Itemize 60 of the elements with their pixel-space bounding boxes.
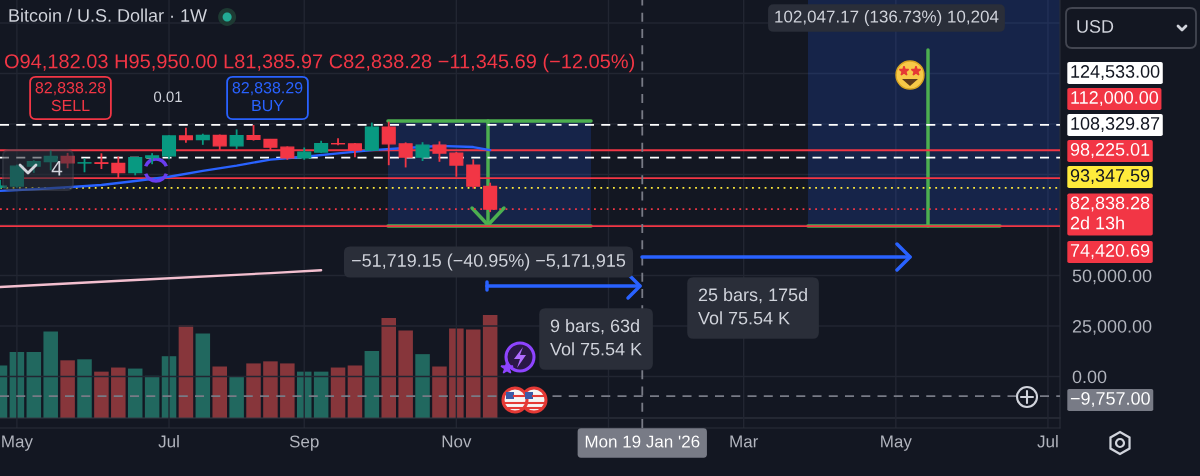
bar	[94, 371, 109, 418]
bar	[111, 367, 126, 418]
bar	[415, 354, 430, 418]
ref-line-label: 98,225.01	[1070, 143, 1150, 158]
y-tick-label: 25,000.00	[1072, 319, 1152, 335]
bar	[482, 315, 498, 418]
bar	[280, 363, 295, 418]
annotation: 82,838.28 SELL	[35, 82, 106, 112]
x-tick-label: Nov	[442, 435, 472, 448]
annotation: 25 bars, 175d Vol 75.54 K	[698, 287, 807, 325]
bar	[212, 366, 227, 418]
bar	[347, 365, 363, 418]
ref-line-label: 108,329.87	[1071, 117, 1160, 132]
candlestick	[364, 121, 379, 152]
bar	[60, 360, 75, 418]
annotation: 0.01	[153, 91, 182, 103]
y-tick-label: 50,000.00	[1072, 269, 1152, 285]
bar	[364, 351, 380, 418]
ref-line-label: 93,347.59	[1070, 169, 1150, 184]
ref-line-label: −9,757.00	[1070, 392, 1150, 407]
bar	[465, 329, 481, 418]
x-tick-label: Sep	[289, 435, 319, 451]
x-tick-label: May	[881, 435, 912, 451]
x-tick-label: Jul	[1037, 435, 1058, 448]
annotation: 102,047.17 (136.73%) 10,204	[775, 10, 999, 26]
chart-title: Bitcoin / U.S. Dollar · 1W	[9, 8, 207, 22]
x-tick-label: May	[2, 435, 33, 451]
bar	[77, 359, 92, 418]
bar	[195, 333, 211, 418]
bar	[263, 361, 278, 418]
bar	[330, 367, 346, 418]
bar	[381, 318, 397, 418]
ref-line-label: 112,000.00	[1071, 91, 1159, 106]
bar	[398, 330, 413, 418]
x-tick-label: Jul	[158, 435, 179, 448]
annotation: −51,719.15 (−40.95%) −5,171,915	[352, 253, 626, 271]
ref-line-label: 124,533.00	[1071, 65, 1160, 80]
annotation: 4	[51, 160, 63, 176]
bar	[178, 325, 194, 418]
line-series	[0, 144, 492, 193]
bar	[26, 352, 42, 418]
ref-line-label: Mon 19 Jan '26	[585, 435, 700, 448]
bar	[449, 328, 464, 418]
line-series	[0, 269, 323, 289]
candlestick	[161, 134, 177, 161]
bar	[246, 363, 261, 418]
x-tick-label: Mar	[730, 435, 759, 448]
y-tick-label: 0.00	[1072, 370, 1107, 384]
legend-label: 74,420.69	[1070, 244, 1150, 259]
annotation: 82,838.29 BUY	[232, 82, 303, 112]
candlestick	[9, 163, 24, 189]
candlestick	[229, 128, 244, 150]
annotation: 9 bars, 63d Vol 75.54 K	[550, 318, 642, 356]
annotation: O94,182.03 H95,950.00 L81,385.97 C82,838.28 −11,345.69 (−12.05%)	[4, 53, 635, 73]
ref-line-label: 82,838.28 2d 13h	[1070, 196, 1150, 230]
bar	[432, 366, 447, 418]
bar	[229, 376, 244, 418]
candlestick	[415, 141, 430, 162]
bar	[43, 331, 58, 418]
text: USD	[1077, 20, 1114, 33]
